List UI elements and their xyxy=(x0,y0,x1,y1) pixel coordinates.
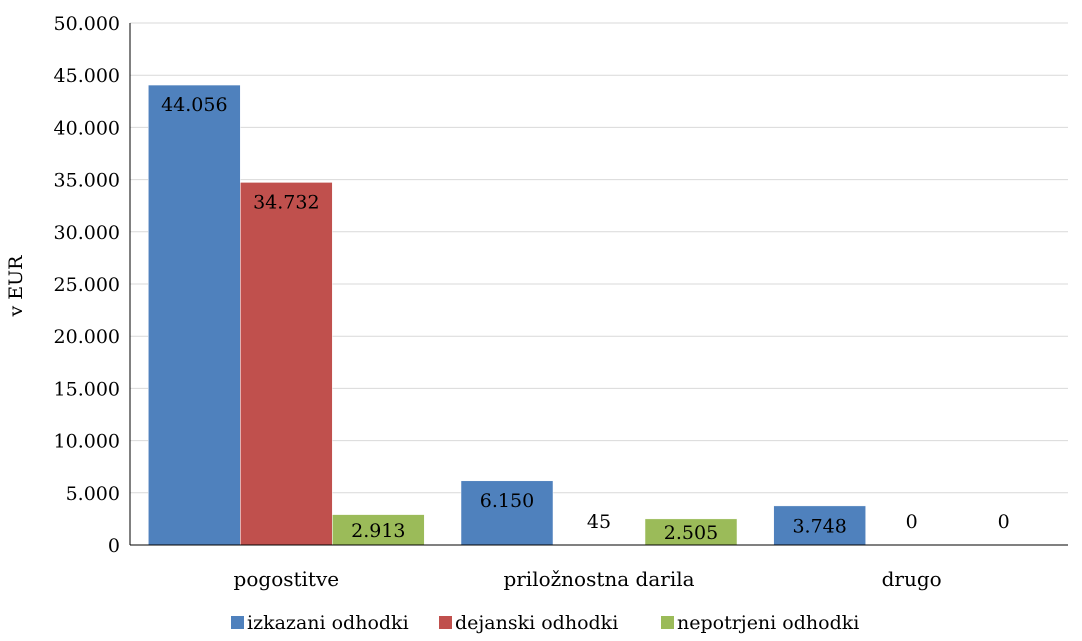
bar xyxy=(240,182,333,546)
data-label: 2.505 xyxy=(664,522,718,544)
legend-label: izkazani odhodki xyxy=(247,612,409,634)
y-tick-label: 15.000 xyxy=(54,378,120,400)
y-tick-label: 30.000 xyxy=(54,222,120,244)
y-tick-label: 10.000 xyxy=(54,431,120,453)
axes xyxy=(129,23,1068,546)
y-tick-label: 35.000 xyxy=(54,170,120,192)
y-tick-label: 50.000 xyxy=(54,13,120,35)
data-label: 0 xyxy=(998,511,1010,533)
bar xyxy=(460,480,554,546)
y-tick-label: 5.000 xyxy=(66,483,120,505)
y-axis-label: v EUR xyxy=(5,255,27,318)
bars xyxy=(148,84,866,546)
category-label: priložnostna darila xyxy=(503,567,694,591)
legend-label: dejanski odhodki xyxy=(455,612,618,634)
data-label: 3.748 xyxy=(792,515,846,537)
y-tick-label: 40.000 xyxy=(54,117,120,139)
legend-swatch xyxy=(661,616,674,629)
data-label: 2.913 xyxy=(351,520,405,542)
bar xyxy=(148,84,241,546)
category-label: pogostitve xyxy=(234,567,340,591)
data-label: 44.056 xyxy=(161,94,227,116)
y-tick-label: 20.000 xyxy=(54,326,120,348)
data-labels: 44.056 34.732 2.913 6.150 45 2.505 3.748 0 0 xyxy=(161,94,1010,544)
data-label: 6.150 xyxy=(480,490,534,512)
y-tick-label: 0 xyxy=(108,535,120,557)
category-labels: pogostitve priložnostna darila drugo xyxy=(234,567,942,591)
legend-swatch xyxy=(439,616,452,629)
legend-swatch xyxy=(231,616,244,629)
bar xyxy=(773,505,866,546)
y-tick-label: 45.000 xyxy=(54,65,120,87)
y-tick-label: 25.000 xyxy=(54,274,120,296)
legend: izkazani odhodki dejanski odhodki nepotrje… xyxy=(231,612,859,634)
bar xyxy=(332,514,425,546)
data-label: 0 xyxy=(906,511,918,533)
category-label: drugo xyxy=(882,567,942,591)
legend-label: nepotrjeni odhodki xyxy=(677,612,859,634)
data-label: 45 xyxy=(587,511,611,533)
data-label: 34.732 xyxy=(253,191,319,213)
y-tick-labels: 0 5.000 10.000 15.000 20.000 25.000 30.000 35.0… xyxy=(54,13,120,557)
